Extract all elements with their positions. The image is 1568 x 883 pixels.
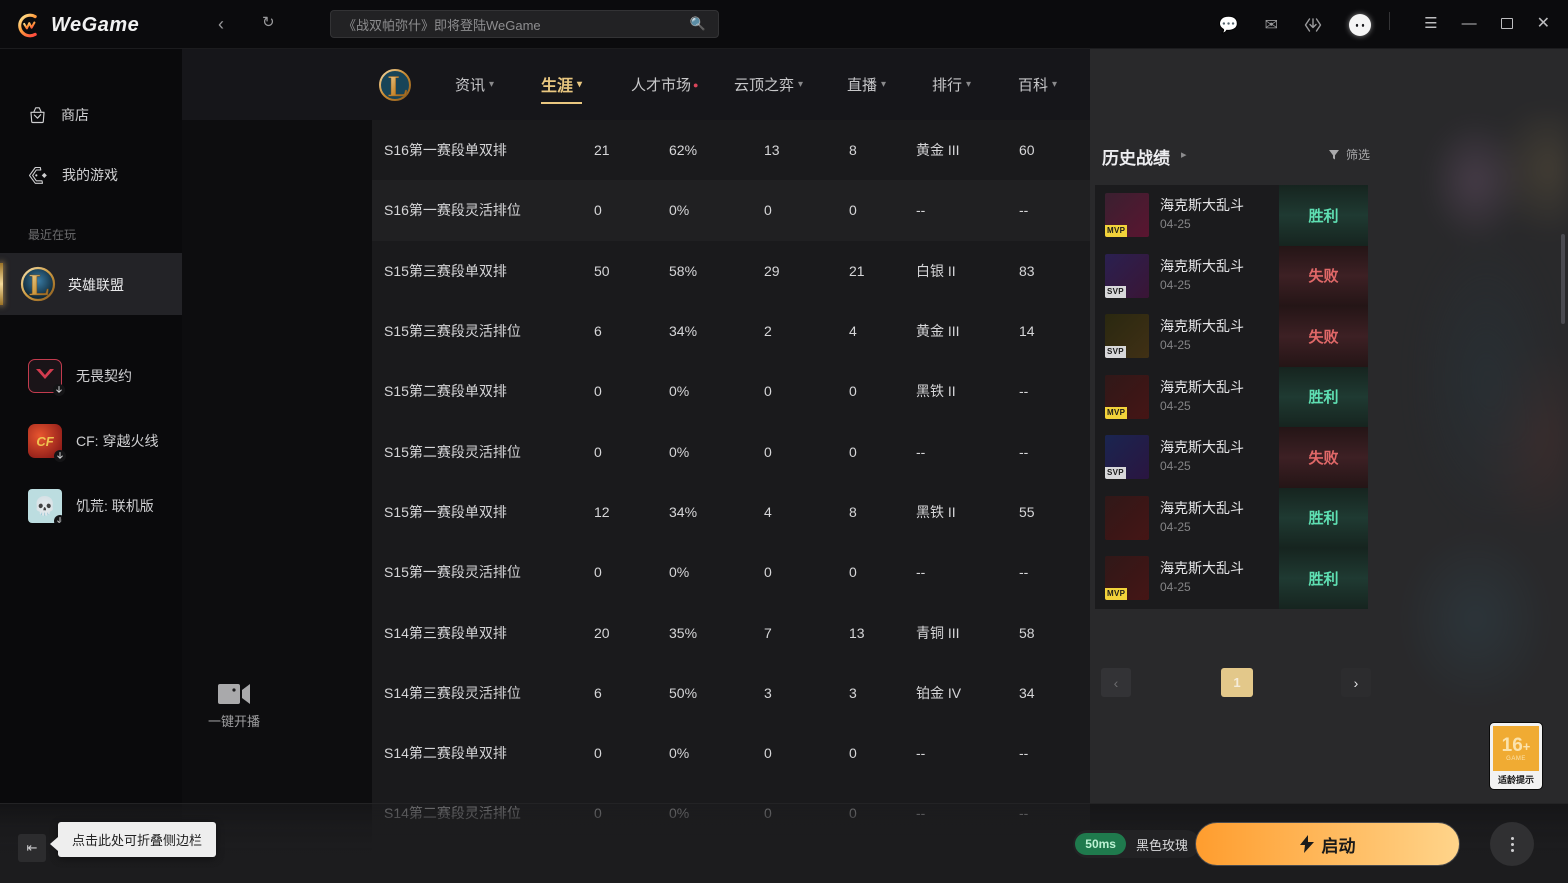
svg-text:L: L bbox=[29, 267, 50, 302]
svg-text:L: L bbox=[388, 70, 408, 103]
